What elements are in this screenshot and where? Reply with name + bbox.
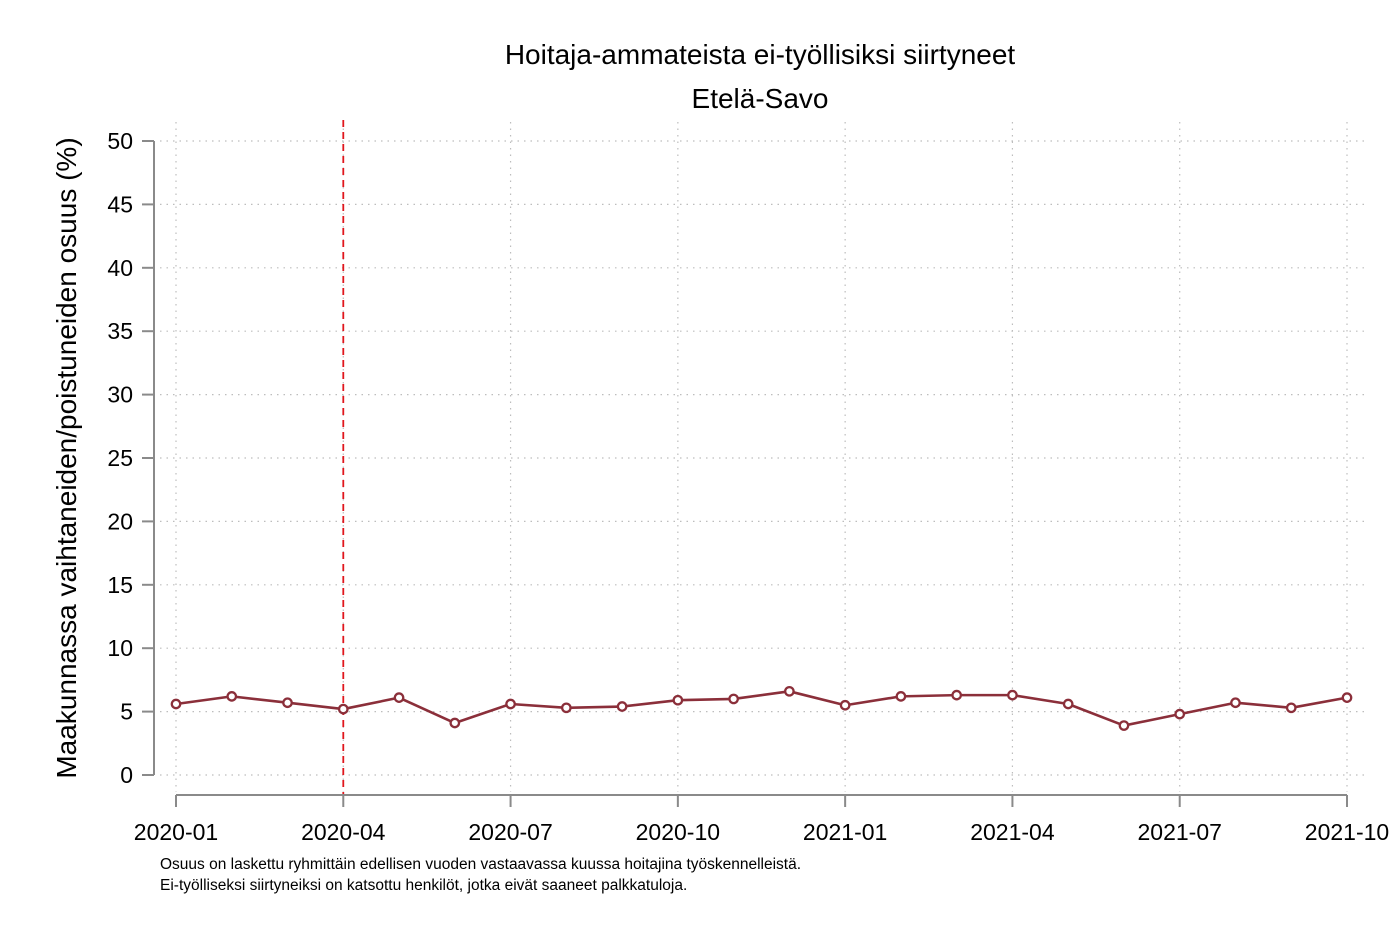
data-point xyxy=(170,698,182,710)
footnote-line-1: Osuus on laskettu ryhmittäin edellisen v… xyxy=(160,856,801,873)
data-point xyxy=(1285,702,1297,714)
y-tick-label: 5 xyxy=(120,699,133,725)
footnote-line-2: Ei-työlliseksi siirtyneiksi on katsottu … xyxy=(160,877,687,894)
y-tick-label: 0 xyxy=(120,762,133,788)
series-line xyxy=(175,690,1348,727)
y-tick-label: 30 xyxy=(107,382,133,408)
data-point xyxy=(1062,698,1074,710)
y-axis-label: Maakunnassa vaihtaneiden/poistuneiden os… xyxy=(51,137,82,778)
data-point xyxy=(1174,708,1186,720)
data-point xyxy=(1118,720,1130,731)
x-tick-label: 2021-07 xyxy=(1138,819,1222,845)
x-tick-label: 2021-04 xyxy=(970,819,1055,845)
data-point xyxy=(728,693,739,705)
x-tick-label: 2020-01 xyxy=(134,819,218,845)
y-tick-label: 20 xyxy=(107,508,133,534)
y-ticks: 0 5 10 15 20 25 30 35 40 45 50 xyxy=(107,128,154,788)
data-point xyxy=(337,703,349,715)
y-tick-label: 25 xyxy=(107,445,133,471)
data-point xyxy=(282,697,293,709)
data-point xyxy=(560,702,572,714)
x-tick-label: 2021-01 xyxy=(803,819,887,845)
data-point xyxy=(895,691,907,702)
y-tick-label: 15 xyxy=(107,572,133,598)
data-point xyxy=(1341,692,1353,704)
data-point xyxy=(616,701,628,712)
y-tick-label: 10 xyxy=(107,635,133,661)
y-tick-label: 35 xyxy=(107,318,133,344)
data-point xyxy=(951,689,963,701)
y-tick-label: 40 xyxy=(107,255,133,281)
x-tick-label: 2020-10 xyxy=(636,819,720,845)
data-point xyxy=(505,698,516,710)
x-tick-label: 2021-10 xyxy=(1305,819,1389,845)
grid xyxy=(160,122,1365,792)
chart-subtitle: Etelä-Savo xyxy=(692,83,829,114)
series xyxy=(170,685,1353,731)
x-ticks: 2020-01 2020-04 2020-07 2020-10 2021-01 2021-… xyxy=(134,795,1389,845)
data-point xyxy=(672,694,684,706)
x-tick-label: 2020-04 xyxy=(301,819,386,845)
data-point xyxy=(1230,697,1241,709)
y-tick-label: 50 xyxy=(107,128,133,154)
chart-title: Hoitaja-ammateista ei-työllisiksi siirty… xyxy=(505,39,1016,70)
data-point xyxy=(1007,689,1018,701)
data-point xyxy=(449,717,461,729)
data-point xyxy=(393,692,405,704)
y-tick-label: 45 xyxy=(107,191,133,217)
data-point xyxy=(226,691,238,702)
data-point xyxy=(839,699,851,711)
x-tick-label: 2020-07 xyxy=(468,819,552,845)
data-point xyxy=(784,685,795,697)
